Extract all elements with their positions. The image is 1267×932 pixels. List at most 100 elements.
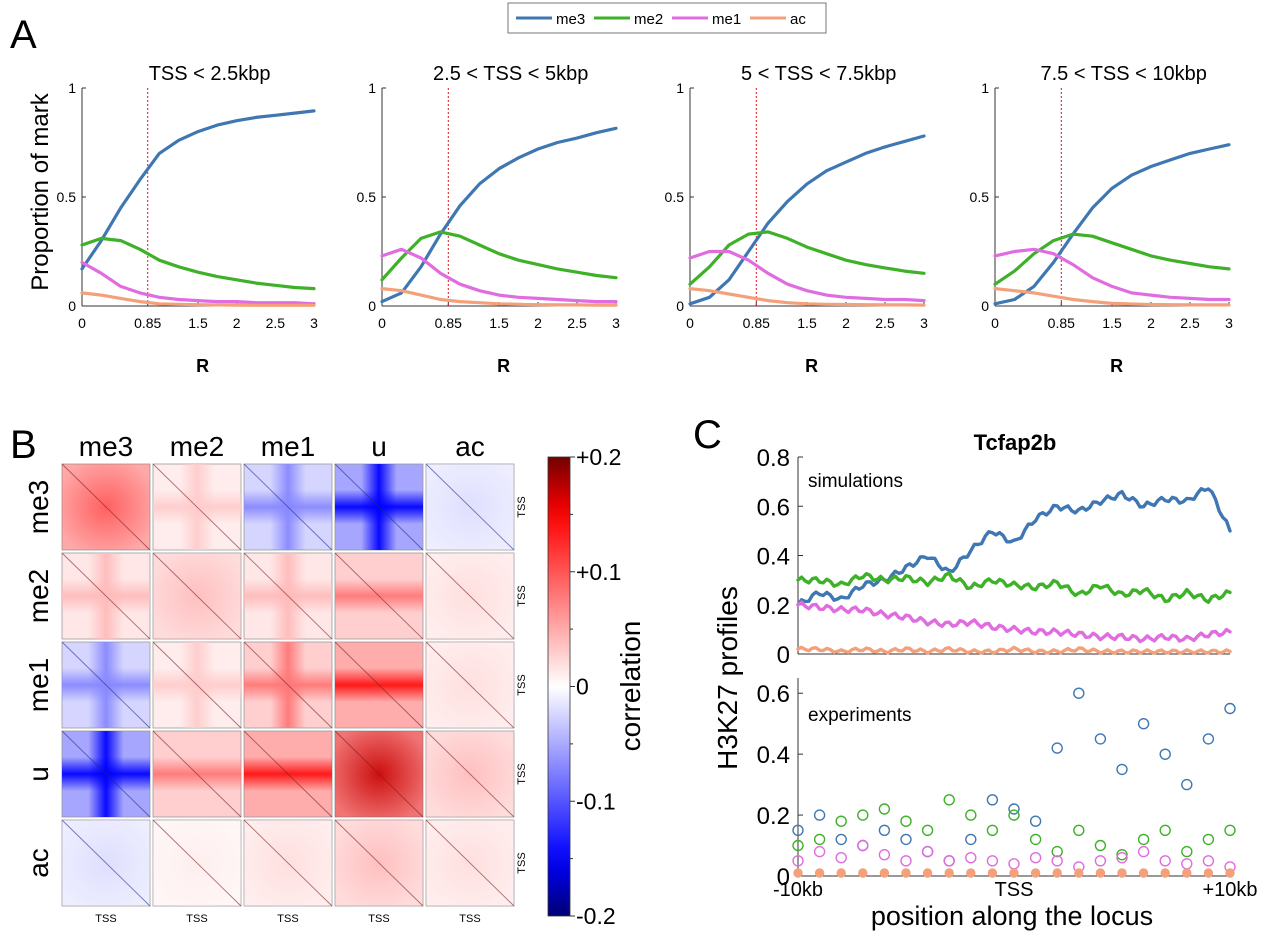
point-me1	[792, 855, 804, 867]
point-ac	[944, 868, 954, 878]
colorbar-tick-label: +0.2	[576, 444, 621, 470]
panel-c: 0 0.2 0.4 0.6 0.8 simulations 0 0.2 0.4 0.6 experi…	[757, 445, 1258, 901]
panel-b: me3 TSS me2 TSS me1 TSS u TSS ac TSS me3 TSS me2 TSS m…	[23, 431, 646, 929]
chart-experiments: 0 0.2 0.4 0.6 experiments -10kb TSS +10kb	[757, 678, 1258, 901]
point-me2	[1008, 809, 1020, 821]
heatmap-cell-xlabel: TSS	[277, 913, 298, 925]
series-line-me2	[993, 232, 1231, 286]
point-me2	[857, 809, 869, 821]
y-tick-label: 0.4	[757, 742, 790, 769]
point-ac	[1095, 868, 1106, 878]
point-me1	[1202, 855, 1215, 867]
series-line-ac	[796, 645, 1232, 655]
series-line-me1	[993, 247, 1231, 302]
y-tick-label: 1	[676, 80, 684, 96]
y-tick-label: 0.2	[757, 803, 790, 830]
point-me1	[1181, 858, 1193, 870]
heatmap-row-label-me3: me3	[23, 480, 54, 534]
x-tick-label: 1.5	[188, 315, 208, 331]
point-me3	[1137, 718, 1150, 730]
point-ac	[1074, 868, 1084, 878]
point-me3	[1008, 803, 1020, 815]
point-me3	[1051, 742, 1063, 754]
point-ac	[814, 868, 825, 878]
heatmap-cell-ylabel: TSS	[516, 763, 528, 784]
heatmap-cell	[61, 463, 151, 551]
heatmap-cell	[152, 819, 242, 907]
point-me1	[1137, 845, 1150, 858]
point-ac	[1030, 868, 1041, 878]
point-me3	[1073, 687, 1085, 699]
panel-a-ylabel: Proportion of mark	[27, 92, 54, 290]
heatmap-cell-xlabel: TSS	[95, 913, 116, 925]
heatmap-cell	[152, 641, 242, 729]
panel-label-b: B	[10, 423, 37, 467]
point-me3	[1224, 702, 1236, 715]
y-tick-label: 1	[981, 80, 989, 96]
y-tick-label: 0.6	[757, 494, 790, 521]
point-me2	[921, 824, 934, 836]
heatmap-cell	[61, 641, 151, 729]
point-me1	[965, 852, 977, 864]
point-me2	[900, 815, 912, 827]
x-tick-label: 2	[842, 315, 850, 331]
legend-label-ac: ac	[790, 11, 806, 28]
point-ac	[966, 868, 976, 878]
point-me3	[900, 833, 912, 846]
point-me2	[1094, 839, 1107, 852]
heatmap-diagonal	[243, 552, 333, 640]
heatmap-diagonal	[152, 819, 242, 907]
y-tick-label: 0.4	[757, 544, 790, 571]
point-me1	[857, 839, 869, 852]
y-tick-label: 0.5	[970, 189, 990, 205]
heatmap-cell-xlabel: TSS	[368, 913, 389, 925]
series-line-me3	[993, 143, 1231, 306]
heatmap-diagonal	[152, 463, 242, 551]
chart-title: 7.5 < TSS < 10kbp	[1040, 63, 1206, 85]
x-tick-label: 0.85	[743, 315, 770, 331]
point-ac	[793, 868, 803, 878]
series-line-ac	[993, 287, 1231, 307]
point-me1	[900, 855, 912, 867]
point-ac	[1225, 868, 1235, 878]
point-me3	[1029, 815, 1042, 827]
series-line-me2	[380, 230, 618, 282]
series-line-me1	[380, 247, 618, 304]
y-tick-label: 0	[368, 298, 376, 314]
x-tick-label: 0	[991, 315, 999, 331]
point-me1	[943, 855, 955, 867]
point-me2	[1116, 849, 1128, 861]
chart-title: TSS < 2.5kbp	[149, 63, 271, 85]
x-tick-label: 0.85	[1048, 315, 1075, 331]
legend-label-me3: me3	[556, 11, 585, 28]
y-tick-label: 0	[981, 298, 989, 314]
series-line-me3	[380, 126, 618, 304]
x-tick-label: 1.5	[1102, 315, 1122, 331]
x-axis-label: R	[805, 356, 818, 376]
heatmap-cell-xlabel: TSS	[186, 913, 207, 925]
chart-title: 5 < TSS < 7.5kbp	[741, 63, 896, 85]
heatmap-cell-ylabel: TSS	[516, 674, 528, 695]
heatmap-diagonal	[61, 730, 151, 818]
point-me1	[921, 845, 934, 858]
heatmap-cell-ylabel: TSS	[516, 585, 528, 606]
heatmap-cell	[152, 552, 242, 640]
point-me3	[835, 833, 847, 846]
heatmap-row-label-ac: ac	[23, 848, 54, 878]
heatmap-col-label-u: u	[371, 431, 387, 462]
point-me2	[1181, 845, 1193, 858]
panel-c-xlabel: position along the locus	[871, 901, 1153, 931]
heatmap-cell	[425, 641, 515, 729]
x-tick-label: 1.5	[489, 315, 509, 331]
heatmap-diagonal	[243, 641, 333, 729]
chart-a-3: 5 < TSS < 7.5kbp 0 0.5 1 0 0.85 1.5 2 2.5 3 R	[665, 63, 929, 376]
x-tick-label: 1.5	[797, 315, 817, 331]
y-tick-label: 0.6	[757, 681, 790, 708]
colorbar-tick-label: 0	[576, 674, 589, 700]
point-me2	[986, 824, 999, 836]
chart-title: 2.5 < TSS < 5kbp	[433, 63, 588, 85]
colorbar-tick-label: -0.1	[576, 788, 616, 814]
heatmap-row-label-me1: me1	[23, 658, 54, 712]
heatmap-cell	[243, 641, 333, 729]
